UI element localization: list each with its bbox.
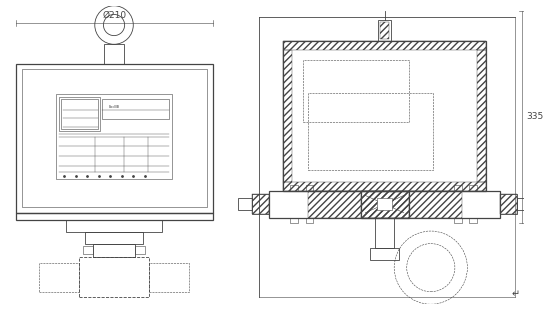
- Bar: [104, 44, 124, 64]
- Bar: [85, 232, 143, 244]
- Bar: [454, 218, 462, 224]
- Bar: [361, 191, 409, 218]
- Bar: [303, 60, 409, 122]
- Bar: [454, 185, 462, 191]
- Bar: [290, 218, 298, 224]
- Bar: [103, 99, 169, 119]
- Bar: [500, 194, 517, 214]
- Bar: [252, 194, 269, 214]
- Bar: [16, 64, 213, 213]
- Bar: [307, 191, 462, 218]
- Bar: [79, 257, 149, 298]
- Bar: [93, 244, 135, 257]
- Bar: [252, 194, 269, 214]
- Bar: [290, 185, 298, 191]
- Bar: [306, 185, 313, 191]
- Bar: [66, 220, 162, 232]
- Bar: [16, 213, 213, 220]
- Bar: [283, 182, 485, 191]
- Bar: [375, 218, 394, 248]
- Bar: [377, 198, 392, 210]
- Bar: [61, 99, 98, 129]
- Bar: [307, 93, 433, 170]
- Bar: [477, 50, 485, 182]
- Bar: [83, 246, 93, 254]
- Bar: [283, 42, 485, 191]
- Bar: [306, 218, 313, 224]
- Bar: [269, 191, 500, 218]
- Text: ↵: ↵: [512, 290, 519, 299]
- Bar: [500, 194, 517, 214]
- Bar: [135, 246, 145, 254]
- Text: ExdIIB: ExdIIB: [109, 105, 119, 109]
- Bar: [469, 185, 477, 191]
- Bar: [59, 97, 99, 131]
- Text: Ø210: Ø210: [103, 11, 127, 20]
- Bar: [361, 191, 409, 218]
- Bar: [149, 263, 189, 292]
- Bar: [469, 218, 477, 224]
- Bar: [283, 42, 485, 50]
- Bar: [39, 263, 79, 292]
- Bar: [238, 198, 252, 210]
- Bar: [378, 20, 392, 42]
- Bar: [370, 248, 399, 260]
- Bar: [283, 50, 292, 182]
- Bar: [22, 69, 207, 207]
- Bar: [56, 94, 172, 179]
- Bar: [380, 22, 389, 39]
- Bar: [517, 198, 531, 210]
- Text: 335: 335: [526, 113, 543, 122]
